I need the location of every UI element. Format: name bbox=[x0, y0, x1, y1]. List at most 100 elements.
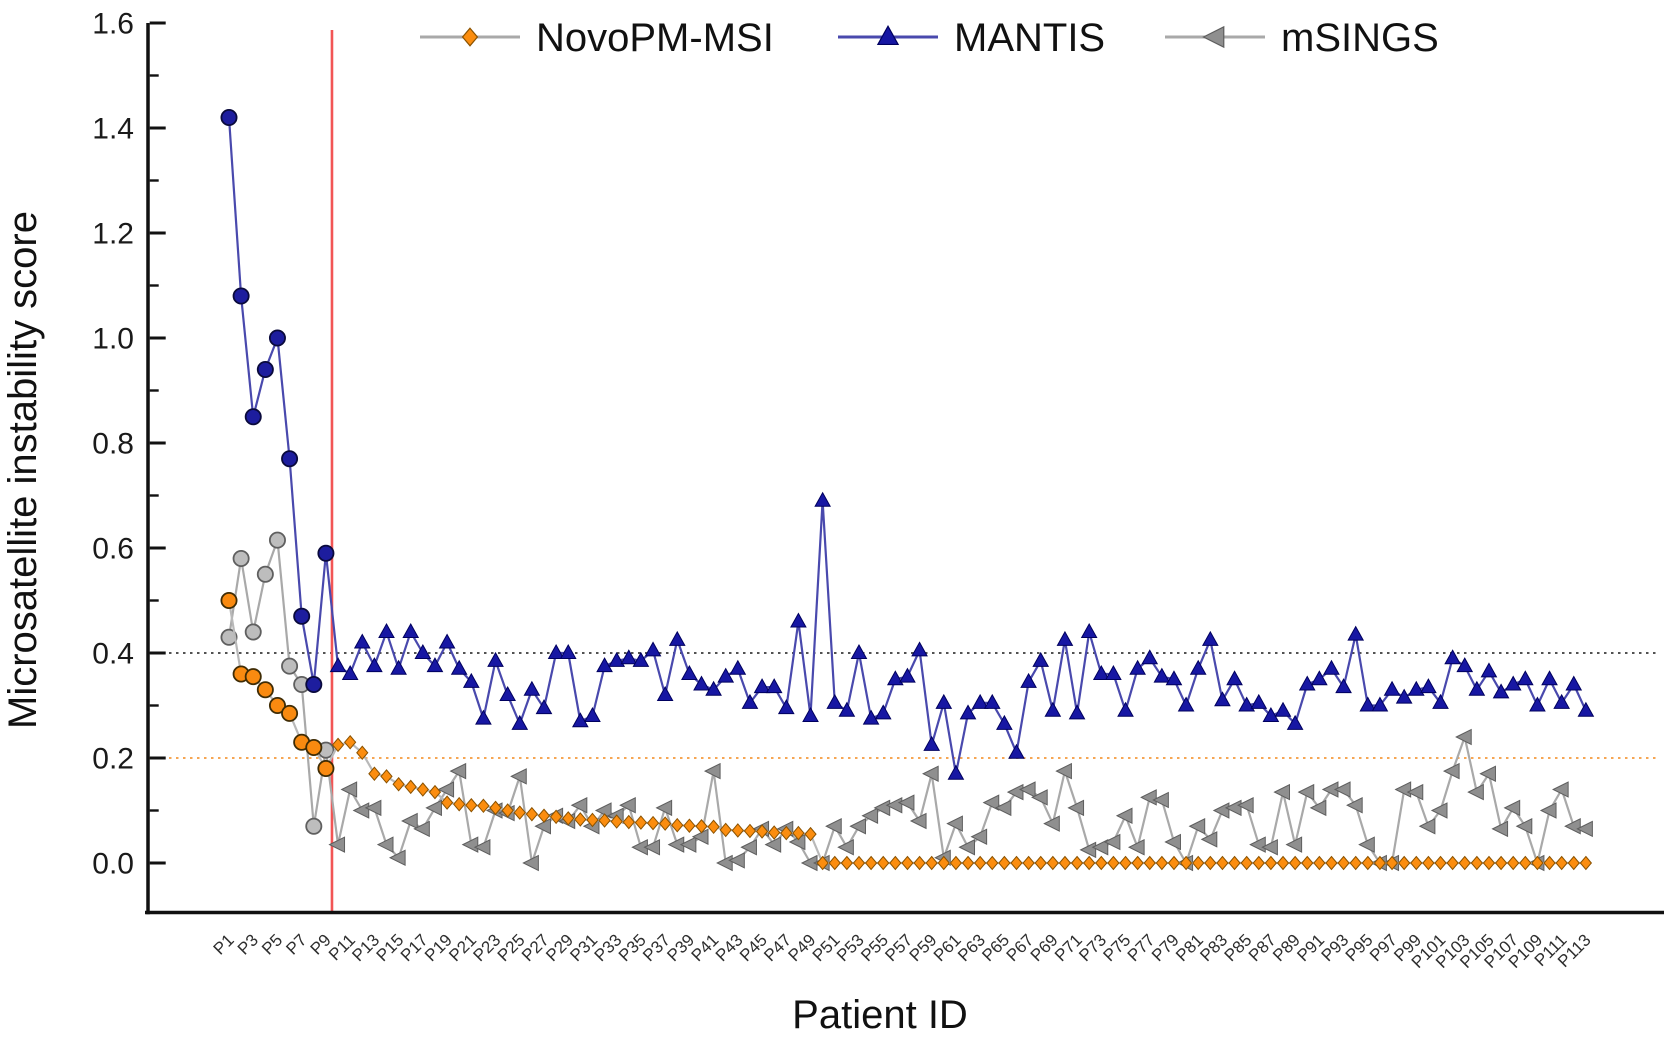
data-point bbox=[780, 825, 793, 841]
data-point bbox=[1333, 781, 1351, 798]
data-point bbox=[986, 855, 999, 871]
data-point bbox=[1516, 670, 1534, 686]
data-point bbox=[899, 667, 916, 683]
data-point bbox=[1298, 675, 1316, 691]
data-point bbox=[1129, 659, 1146, 675]
legend-item-MANTIS: MANTIS bbox=[838, 16, 1105, 60]
data-point bbox=[729, 659, 747, 675]
data-point bbox=[1468, 680, 1486, 696]
data-point bbox=[973, 855, 987, 871]
data-point bbox=[1325, 855, 1338, 871]
data-point bbox=[1398, 855, 1411, 871]
data-point bbox=[1262, 706, 1280, 722]
data-point-circled bbox=[268, 697, 286, 715]
data-point bbox=[402, 622, 420, 638]
data-point bbox=[537, 808, 551, 824]
data-point bbox=[1128, 838, 1145, 856]
legend-triangle-left-icon bbox=[1202, 25, 1225, 49]
data-point-circled bbox=[232, 287, 250, 305]
data-point bbox=[1418, 817, 1436, 835]
data-point bbox=[1361, 855, 1374, 871]
data-point bbox=[1347, 625, 1365, 641]
data-point bbox=[681, 664, 698, 680]
data-point bbox=[426, 657, 444, 673]
data-point bbox=[1115, 807, 1133, 825]
data-point-circled bbox=[281, 450, 299, 468]
data-point bbox=[1335, 678, 1352, 694]
data-point bbox=[946, 815, 963, 832]
data-point-circled bbox=[256, 681, 274, 699]
data-point bbox=[901, 855, 914, 871]
data-point bbox=[1479, 765, 1496, 783]
y-tick-label: 1.2 bbox=[92, 218, 134, 251]
data-point bbox=[1204, 855, 1217, 871]
data-point bbox=[1359, 696, 1377, 712]
data-point bbox=[1031, 789, 1048, 806]
data-point bbox=[571, 712, 589, 728]
data-point bbox=[909, 812, 927, 830]
data-point bbox=[874, 704, 892, 720]
data-point bbox=[1552, 781, 1569, 798]
legend-item-mSINGS: mSINGS bbox=[1165, 16, 1439, 60]
data-point bbox=[1056, 630, 1074, 646]
data-point bbox=[1055, 762, 1072, 780]
y-tick-label: 1.0 bbox=[92, 323, 134, 356]
data-point bbox=[1020, 672, 1037, 688]
data-point-circled bbox=[317, 760, 335, 778]
data-point bbox=[343, 734, 357, 750]
data-point bbox=[366, 657, 383, 673]
tick-labels-layer: 0.00.20.40.60.81.01.21.41.6P1P3P5P7P9P11… bbox=[92, 8, 1594, 972]
data-point bbox=[1480, 662, 1498, 678]
data-point bbox=[790, 612, 807, 628]
data-point bbox=[501, 803, 514, 818]
data-point bbox=[1358, 836, 1375, 853]
data-point bbox=[1238, 696, 1256, 712]
data-point bbox=[1228, 855, 1241, 871]
data-point bbox=[1407, 680, 1425, 696]
data-point bbox=[1034, 855, 1047, 871]
data-point bbox=[1250, 693, 1268, 709]
data-point bbox=[998, 855, 1011, 871]
data-point bbox=[755, 824, 769, 839]
legend-diamond-icon bbox=[461, 27, 479, 47]
data-point bbox=[922, 765, 939, 783]
data-point bbox=[392, 776, 405, 792]
data-point bbox=[743, 823, 757, 839]
data-point bbox=[1323, 659, 1340, 675]
data-point bbox=[731, 823, 744, 838]
data-point bbox=[368, 766, 381, 782]
y-tick-label: 0.8 bbox=[92, 428, 134, 461]
data-point bbox=[634, 815, 648, 830]
data-point bbox=[1018, 781, 1036, 798]
data-point bbox=[388, 849, 406, 867]
data-point bbox=[1442, 762, 1460, 780]
data-point bbox=[378, 622, 395, 638]
data-point bbox=[610, 814, 623, 829]
data-point bbox=[1080, 622, 1098, 638]
series-mSINGS bbox=[220, 531, 1593, 872]
data-point bbox=[390, 659, 407, 675]
data-point bbox=[1430, 802, 1448, 819]
data-point bbox=[453, 796, 466, 812]
data-point bbox=[765, 678, 783, 694]
legend: NovoPM-MSI MANTIS mSINGS bbox=[420, 16, 1439, 60]
data-point bbox=[753, 678, 771, 694]
data-point bbox=[885, 796, 903, 814]
data-point bbox=[1201, 630, 1219, 646]
data-point bbox=[728, 852, 745, 869]
data-point bbox=[523, 680, 541, 696]
data-point bbox=[804, 826, 817, 842]
data-point bbox=[1216, 855, 1229, 871]
data-point bbox=[547, 643, 565, 659]
data-point bbox=[861, 807, 879, 825]
data-point bbox=[1577, 701, 1595, 717]
data-point bbox=[1032, 651, 1050, 667]
data-point bbox=[1444, 649, 1461, 665]
data-point bbox=[1006, 783, 1024, 801]
data-point bbox=[1179, 855, 1193, 871]
data-point-circled bbox=[281, 657, 299, 675]
data-point bbox=[1212, 802, 1230, 819]
data-point bbox=[1395, 688, 1413, 704]
data-point bbox=[668, 630, 686, 646]
